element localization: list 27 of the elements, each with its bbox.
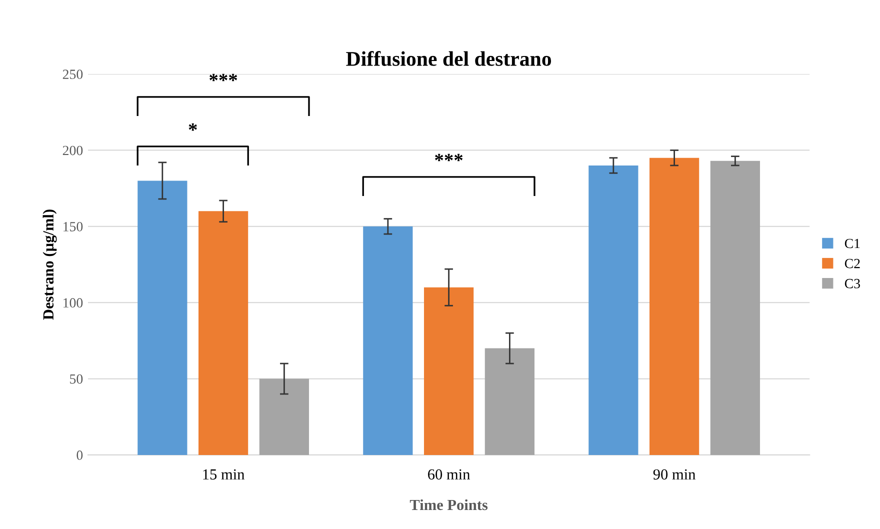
bar [588,165,638,455]
y-tick-label: 0 [76,450,83,460]
x-tick-label: 15 min [203,469,244,480]
x-tick-label: 90 min [653,469,696,480]
bar [138,180,188,455]
bar [198,211,248,455]
bar [424,287,474,455]
bar [710,160,760,455]
x-axis-title: Time Points [410,499,488,510]
x-tick-label: 60 min [428,469,470,480]
y-axis-title: Destrano (µg/ml) [42,210,57,320]
bar [484,348,534,455]
y-tick-label: 250 [62,70,83,80]
y-tick-label: 150 [64,222,83,232]
bar [259,378,309,455]
bar [649,158,700,455]
legend-label: C2 [844,258,860,268]
y-tick-label: 200 [62,146,83,156]
y-tick-label: 100 [64,298,83,308]
legend-label: C1 [844,238,860,248]
bar [363,226,413,455]
chart-title: Diffusione del destrano [346,51,552,66]
annotation: *** [435,154,463,162]
annotation: * [188,123,197,131]
annotation: *** [210,74,238,82]
y-tick-label: 50 [70,374,83,384]
legend-label: C3 [844,278,860,288]
